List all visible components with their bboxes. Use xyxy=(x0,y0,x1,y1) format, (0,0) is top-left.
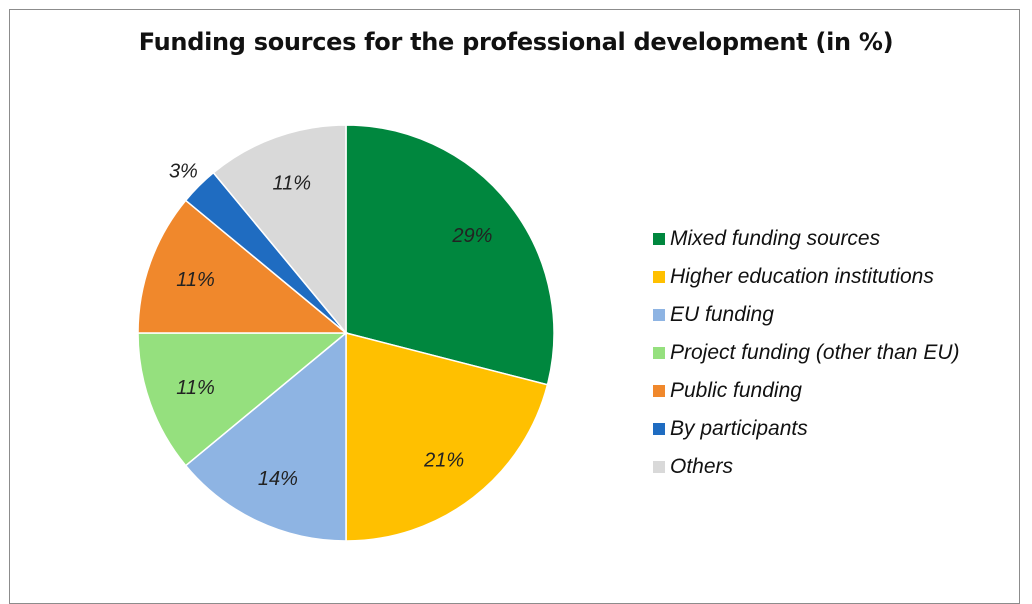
legend-label: Project funding (other than EU) xyxy=(670,341,960,364)
legend-label: EU funding xyxy=(670,303,774,326)
legend-swatch xyxy=(653,385,665,397)
legend-swatch xyxy=(653,423,665,435)
legend-item-project-funding-other-than-eu: Project funding (other than EU) xyxy=(653,334,960,372)
pie-slice-eu-funding xyxy=(184,331,347,542)
legend-item-higher-education-institutions: Higher education institutions xyxy=(653,258,960,296)
pie-slice-mixed-funding-sources xyxy=(345,124,555,386)
legend-swatch xyxy=(653,309,665,321)
data-label-project-funding-other-than-eu: 11% xyxy=(176,377,215,399)
pie-slice-others xyxy=(212,124,347,336)
data-label-eu-funding: 14% xyxy=(258,468,298,490)
pie-slice-public-funding xyxy=(137,199,349,334)
legend-label: Others xyxy=(670,455,734,478)
pie-slice-higher-education-institutions xyxy=(345,332,549,542)
data-label-by-participants: 3% xyxy=(169,160,198,182)
chart-title: Funding sources for the professional dev… xyxy=(138,28,894,56)
legend-label: Mixed funding sources xyxy=(670,227,881,250)
legend-item-public-funding: Public funding xyxy=(653,372,960,410)
legend-item-mixed-funding-sources: Mixed funding sources xyxy=(653,220,960,258)
pie-slice-project-funding-other-than-eu xyxy=(137,332,349,467)
legend-label: Public funding xyxy=(670,379,802,402)
legend-swatch xyxy=(653,461,665,473)
legend-label: By participants xyxy=(670,417,808,440)
legend-swatch xyxy=(653,347,665,359)
data-label-public-funding: 11% xyxy=(176,269,215,291)
legend-item-others: Others xyxy=(653,448,960,486)
legend: Mixed funding sources Higher education in… xyxy=(653,220,960,486)
legend-item-eu-funding: EU funding xyxy=(653,296,960,334)
legend-label: Higher education institutions xyxy=(670,265,934,288)
data-label-others: 11% xyxy=(273,173,312,195)
data-label-mixed-funding-sources: 29% xyxy=(451,225,492,247)
legend-swatch xyxy=(653,233,665,245)
legend-swatch xyxy=(653,271,665,283)
data-label-higher-education-institutions: 21% xyxy=(423,449,464,471)
legend-item-by-participants: By participants xyxy=(653,410,960,448)
